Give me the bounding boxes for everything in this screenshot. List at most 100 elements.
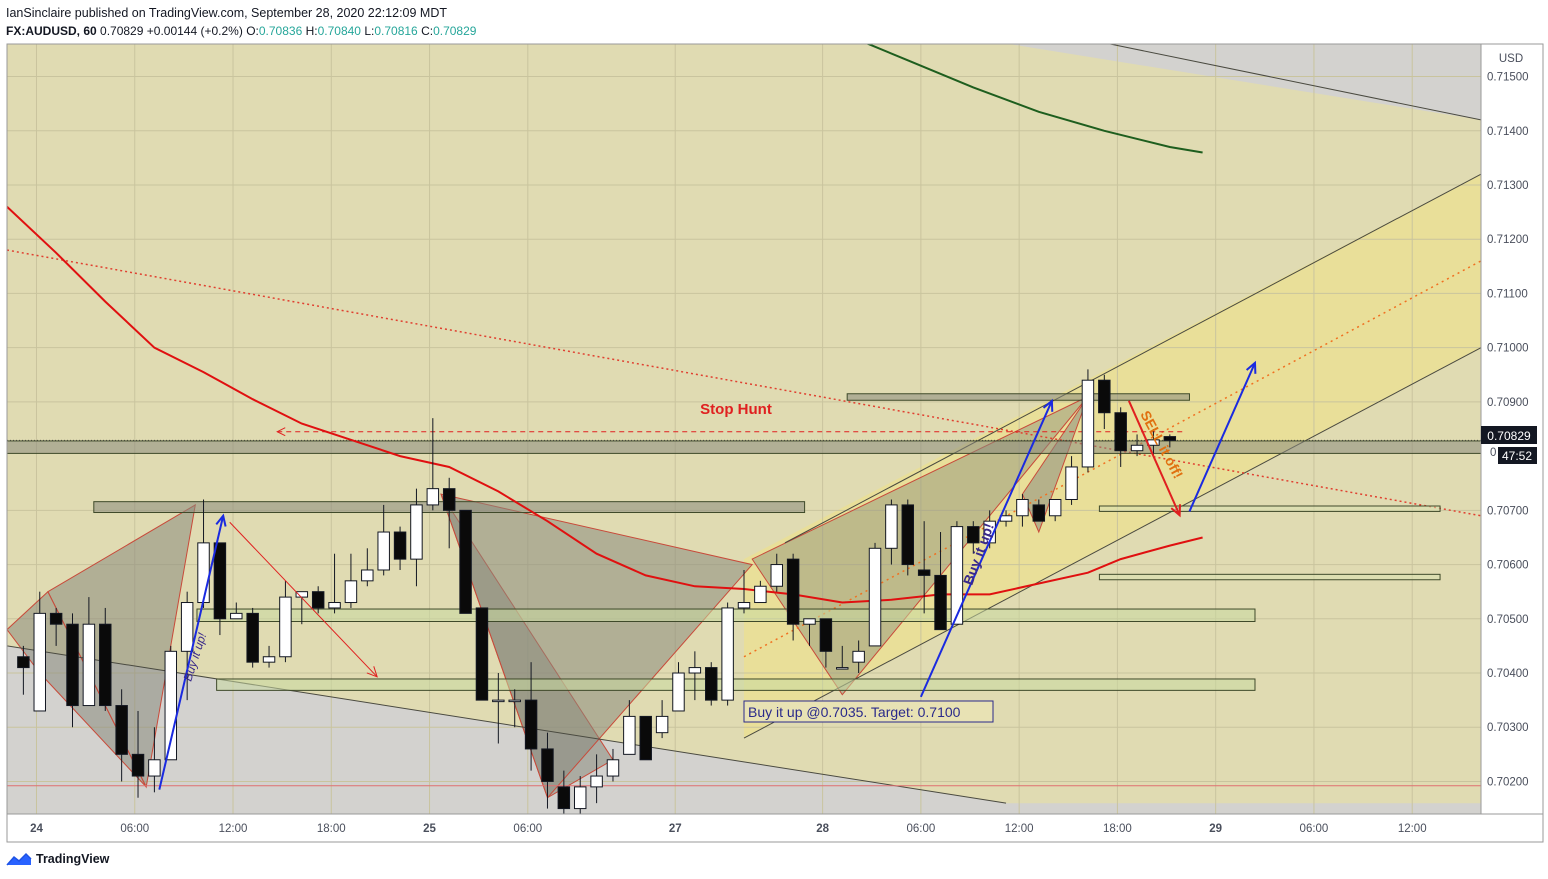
ema-red-line: [7, 205, 1203, 604]
candle-body-62: [1032, 504, 1046, 522]
high-label: H:: [305, 24, 318, 38]
candle-body-50: [836, 667, 849, 670]
candle-body-49: [819, 618, 833, 652]
candle-body-1: [33, 612, 46, 712]
candle-body-26: [442, 488, 456, 511]
candle-body-53: [885, 504, 898, 549]
candle-body-17: [295, 591, 309, 598]
x-tick-label-3: 18:00: [317, 823, 346, 835]
candle-body-55: [917, 569, 931, 576]
candle-body-0: [17, 656, 30, 669]
candle-body-6: [115, 705, 128, 755]
arrow-sell-right-shaft: [1127, 400, 1181, 516]
x-tick-label-10: 18:00: [1103, 823, 1132, 835]
candle-body-20: [344, 580, 358, 604]
candle-body-36: [606, 759, 620, 777]
candle-body-37: [623, 715, 636, 755]
candle-body-14: [246, 612, 259, 663]
candle-body-38: [639, 715, 652, 761]
price-change: +0.00144 (+0.2%): [146, 24, 243, 38]
symbol-ohlc-line: FX:AUDUSD, 60 0.70829 +0.00144 (+0.2%) O…: [6, 22, 476, 40]
countdown-tag: [1498, 447, 1537, 464]
arrow-buy-target-head: [1245, 360, 1257, 374]
y-tick-label-5: 0.71000: [1487, 343, 1529, 355]
symbol-label: FX:AUDUSD, 60: [6, 24, 97, 38]
arrow-buy-left-shaft: [158, 515, 225, 790]
candle-body-48: [803, 618, 816, 625]
candle-body-12: [213, 542, 227, 620]
candle-body-31: [524, 699, 538, 750]
candle-body-42: [705, 667, 718, 701]
support-zone-right-2: [1098, 573, 1441, 581]
brand-label[interactable]: TradingView: [36, 852, 110, 866]
arrow-sell-right-head: [1170, 504, 1182, 518]
candle-body-2: [49, 612, 63, 625]
candle-body-30: [508, 699, 521, 703]
candle-body-10: [180, 602, 194, 652]
candle-body-15: [262, 656, 276, 663]
candle-body-39: [655, 715, 669, 734]
candle-body-34: [573, 786, 587, 810]
candle-body-70: [1163, 436, 1177, 441]
candle-body-66: [1098, 379, 1111, 414]
currency-label: USD: [1499, 53, 1523, 65]
candle-body-68: [1130, 444, 1144, 452]
resistance-zone-top: [846, 393, 1190, 401]
x-tick-label-5: 06:00: [513, 823, 542, 835]
candle-body-52: [868, 547, 882, 647]
arrow-buy-target-shaft: [1188, 362, 1256, 512]
y-tick-label-2: 0.71300: [1487, 180, 1529, 192]
time-axis[interactable]: [7, 814, 1543, 842]
x-tick-label-9: 12:00: [1005, 823, 1034, 835]
y-tick-label-1: 0.71400: [1487, 126, 1529, 138]
chart-frame: [6, 43, 1544, 843]
x-tick-label-4: 25: [423, 823, 436, 835]
footer: TradingView: [6, 851, 109, 867]
support-zone-right-1: [1098, 505, 1441, 512]
x-tick-label-2: 12:00: [219, 823, 248, 835]
candle-body-4: [82, 623, 96, 707]
tradingview-logo-icon[interactable]: [6, 851, 32, 867]
close-label: C:: [421, 24, 434, 38]
x-tick-label-6: 27: [669, 823, 682, 835]
candle-body-7: [131, 753, 145, 777]
candle-body-33: [557, 786, 571, 810]
candle-body-27: [459, 509, 472, 614]
ascending-channel-mid-dotted: [743, 260, 1481, 658]
candle-body-61: [1016, 498, 1029, 517]
candle-body-29: [492, 699, 505, 703]
ascending-channel-lower: [743, 347, 1481, 739]
stop-hunt-arrowhead: [276, 427, 286, 437]
ascending-channel-fill: [744, 174, 1481, 739]
candle-body-47: [786, 558, 800, 625]
open-value: 0.70836: [258, 24, 303, 38]
candle-body-57: [950, 526, 964, 625]
candle-body-23: [393, 531, 407, 560]
x-tick-label-0: 24: [30, 823, 43, 835]
y-tick-label-11: 0.70300: [1487, 722, 1529, 734]
candle-body-9: [164, 650, 178, 761]
publisher-line: IanSinclaire published on TradingView.co…: [6, 6, 448, 20]
candle-body-46: [770, 564, 783, 587]
candle-body-3: [66, 623, 79, 707]
x-tick-label-7: 28: [816, 823, 829, 835]
ascending-channel-upper: [784, 173, 1481, 544]
arrow-sell-left-head: [366, 666, 378, 678]
candle-body-21: [361, 569, 374, 582]
chart-header: IanSinclaire published on TradingView.co…: [6, 4, 476, 40]
harmonic-left-2: [47, 503, 196, 789]
arrow-sell-left-shaft: [229, 521, 378, 678]
x-tick-label-11: 29: [1209, 823, 1222, 835]
candle-body-63: [1048, 498, 1062, 517]
candle-body-60: [999, 515, 1013, 522]
stop-hunt-label: Stop Hunt: [700, 401, 772, 418]
candle-body-40: [672, 672, 685, 712]
last-price-tag: [1481, 426, 1537, 444]
candle-body-19: [328, 602, 341, 609]
candle-body-11: [197, 542, 210, 604]
candle-body-25: [426, 488, 440, 506]
y-tick-label-10: 0.70400: [1487, 668, 1529, 680]
candle-body-51: [852, 650, 865, 663]
buy-target-label: Buy it up @0.7035. Target: 0.7100: [748, 704, 961, 720]
